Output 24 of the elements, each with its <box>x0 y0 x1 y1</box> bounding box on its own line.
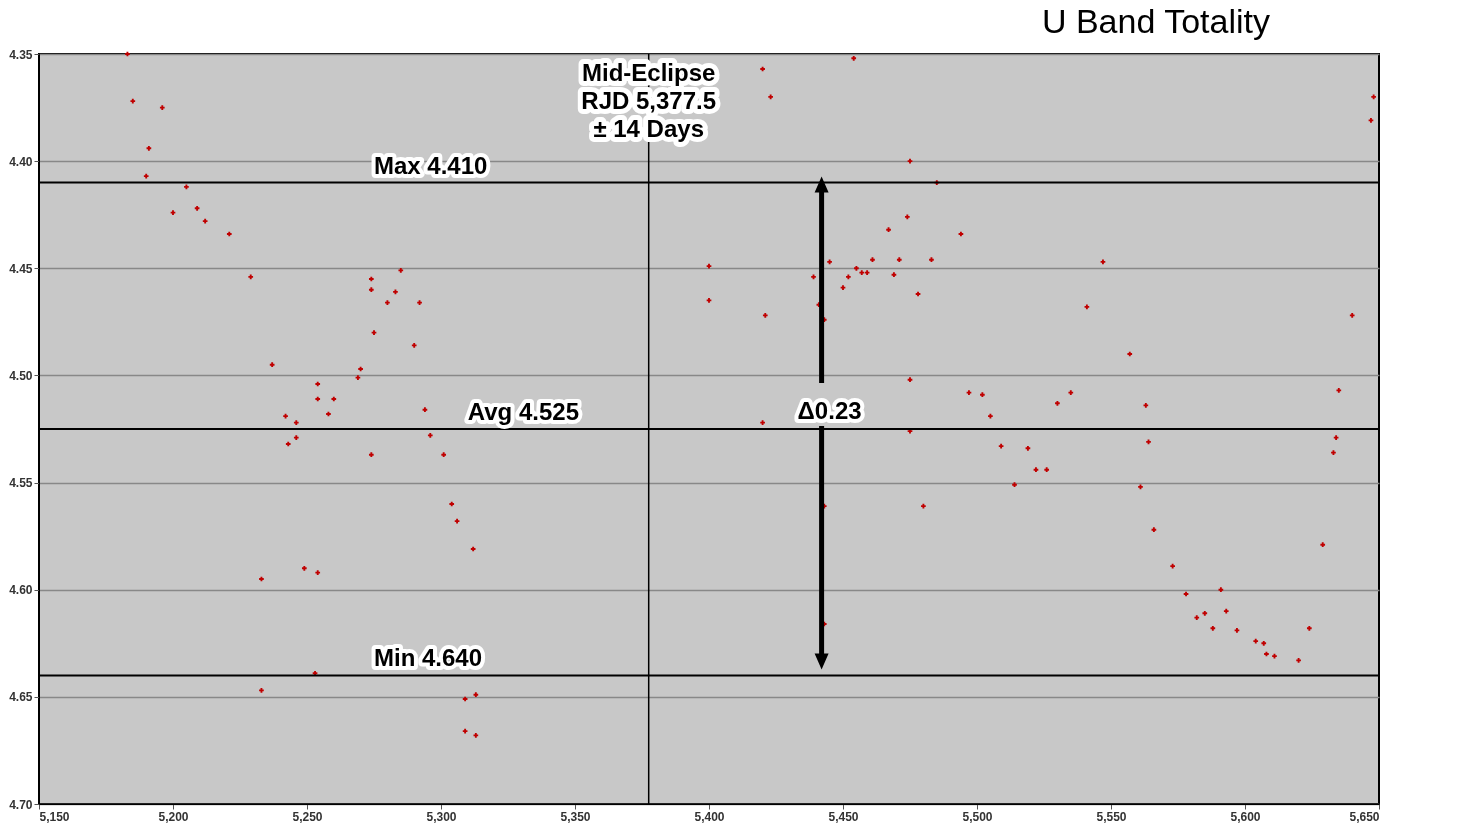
y-tick-label: 4.65 <box>9 690 33 705</box>
x-tick-label: 5,650 <box>1349 809 1380 824</box>
x-tick-label: 5,550 <box>1096 809 1127 824</box>
y-tick-label: 4.50 <box>9 368 33 383</box>
x-tick-label: 5,300 <box>426 809 457 824</box>
y-tick-label: 4.35 <box>9 47 33 62</box>
y-tick-label: 4.60 <box>9 583 33 598</box>
x-tick-label: 5,350 <box>560 809 591 824</box>
y-tick-label: 4.45 <box>9 261 33 276</box>
annotation: Δ0.23 <box>797 397 862 424</box>
ref-line-label: Avg 4.525 <box>467 398 579 425</box>
y-tick-label: 4.55 <box>9 476 33 491</box>
ref-line-label: Min 4.640 <box>374 644 483 672</box>
x-tick-label: 5,500 <box>962 809 993 824</box>
x-tick-label: 5,250 <box>292 809 323 824</box>
x-tick-label: 5,200 <box>158 809 189 824</box>
chart-title: U Band Totality <box>1041 2 1270 40</box>
y-tick-label: 4.70 <box>9 797 33 812</box>
y-tick-label: 4.40 <box>9 154 33 169</box>
x-tick-label: 5,600 <box>1230 809 1261 824</box>
ref-line-label: Max 4.410 <box>374 151 488 179</box>
x-tick-label: 5,400 <box>694 809 725 824</box>
x-tick-label: 5,150 <box>39 809 70 824</box>
x-tick-label: 5,450 <box>828 809 859 824</box>
